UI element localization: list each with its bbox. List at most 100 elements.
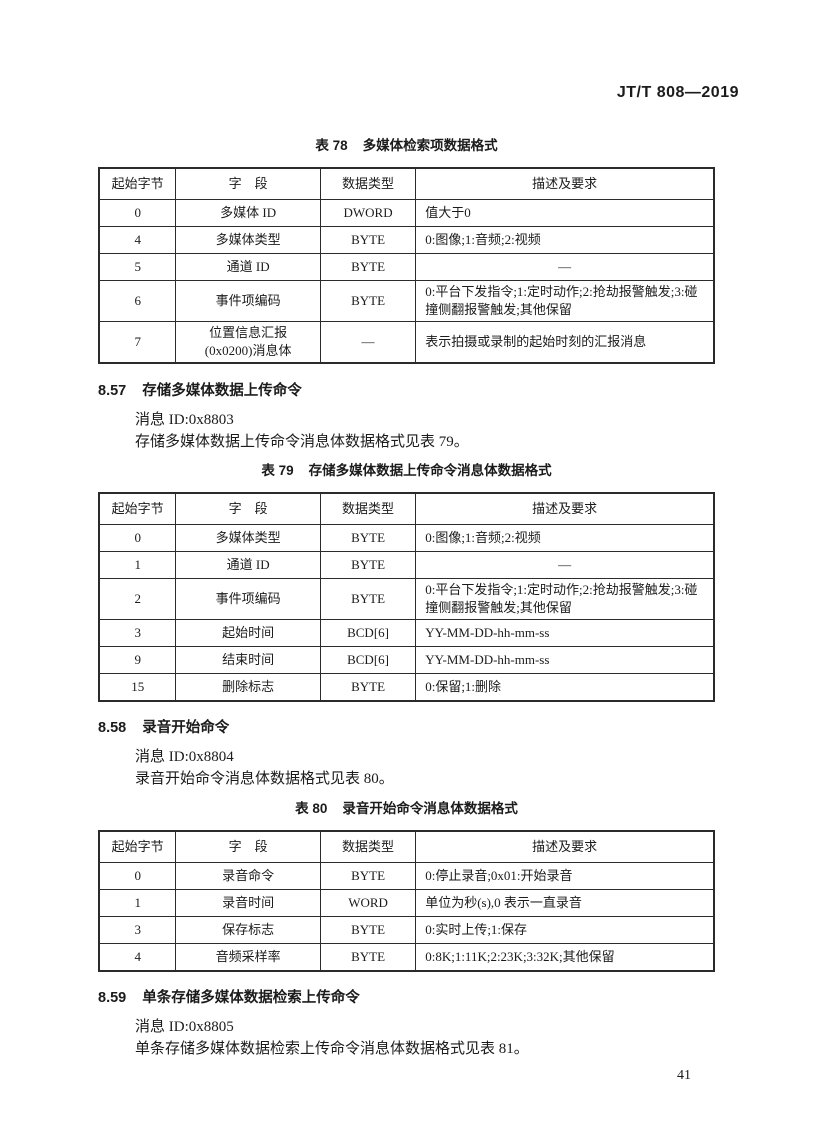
description-cell: 0:平台下发指令;1:定时动作;2:抢劫报警触发;3:碰撞侧翻报警触发;其他保留 — [415, 280, 715, 322]
field-cell: 通道 ID — [175, 253, 321, 281]
data-type-cell: DWORD — [319, 199, 417, 227]
table-header-row: 起始字节字 段数据类型 描述及要求 — [98, 167, 715, 200]
table-80-caption: 表 80 录音开始命令消息体数据格式 — [98, 799, 715, 819]
field-cell: 多媒体类型 — [175, 226, 321, 254]
data-type-cell: BCD[6] — [319, 619, 417, 647]
column-header: 数据类型 — [319, 830, 417, 863]
description-cell: 单位为秒(s),0 表示一直录音 — [415, 889, 715, 917]
column-header: 起始字节 — [98, 492, 177, 525]
section-number: 8.58 — [98, 720, 127, 736]
data-type-cell: BYTE — [319, 916, 417, 944]
section-title: 录音开始命令 — [142, 720, 230, 736]
start-byte-cell: 9 — [98, 646, 177, 674]
data-type-cell: BYTE — [319, 524, 417, 552]
table-80-caption-title: 录音开始命令消息体数据格式 — [342, 801, 518, 816]
section-number: 8.59 — [98, 990, 127, 1006]
table-row: 4 多媒体类型 BYTE 0:图像;1:音频;2:视频 — [98, 226, 715, 254]
table-row: 3 保存标志 BYTE 0:实时上传;1:保存 — [98, 916, 715, 944]
table-row: 0 录音命令 BYTE 0:停止录音;0x01:开始录音 — [98, 862, 715, 890]
description-cell: — — [415, 253, 715, 281]
field-cell: 通道 ID — [175, 551, 321, 579]
description-cell: 0:停止录音;0x01:开始录音 — [415, 862, 715, 890]
data-type-cell: BYTE — [319, 943, 417, 972]
table-78-caption: 表 78 多媒体检索项数据格式 — [98, 136, 715, 156]
section-title: 单条存储多媒体数据检索上传命令 — [142, 990, 360, 1006]
field-cell: 事件项编码 — [175, 280, 321, 322]
table-79-caption-label: 表 79 — [261, 463, 294, 478]
field-cell: 起始时间 — [175, 619, 321, 647]
paragraph-message-id: 消息 ID:0x8805 — [135, 1019, 234, 1035]
data-type-cell: BCD[6] — [319, 646, 417, 674]
description-cell: 0:实时上传;1:保存 — [415, 916, 715, 944]
description-cell: 0:图像;1:音频;2:视频 — [415, 226, 715, 254]
description-cell: 0:平台下发指令;1:定时动作;2:抢劫报警触发;3:碰撞侧翻报警触发;其他保留 — [415, 578, 715, 620]
table-80: 起始字节字 段数据类型 描述及要求 0 录音命令 BYTE 0:停止录音;0x01:开始录… — [98, 830, 715, 972]
start-byte-cell: 3 — [98, 619, 177, 647]
column-header: 数据类型 — [319, 492, 417, 525]
table-row: 1 录音时间 WORD 单位为秒(s),0 表示一直录音 — [98, 889, 715, 917]
data-type-cell: BYTE — [319, 253, 417, 281]
section-heading-8-57: 8.57 存储多媒体数据上传命令 — [98, 381, 715, 401]
field-cell: 删除标志 — [175, 673, 321, 702]
data-type-cell: BYTE — [319, 578, 417, 620]
table-row: 0 多媒体 ID DWORD 值大于0 — [98, 199, 715, 227]
paragraph-table-reference: 录音开始命令消息体数据格式见表 80。 — [135, 771, 394, 787]
table-79-caption: 表 79 存储多媒体数据上传命令消息体数据格式 — [98, 461, 715, 481]
start-byte-cell: 5 — [98, 253, 177, 281]
description-cell: YY-MM-DD-hh-mm-ss — [415, 646, 715, 674]
description-cell: YY-MM-DD-hh-mm-ss — [415, 619, 715, 647]
column-header: 起始字节 — [98, 167, 177, 200]
data-type-cell: — — [319, 321, 417, 364]
data-type-cell: BYTE — [319, 673, 417, 702]
column-header: 字 段 — [175, 167, 321, 200]
paragraph-table-reference: 单条存储多媒体数据检索上传命令消息体数据格式见表 81。 — [135, 1041, 529, 1057]
description-cell: — — [415, 551, 715, 579]
column-header: 描述及要求 — [415, 492, 715, 525]
field-cell: 多媒体类型 — [175, 524, 321, 552]
table-header-row: 起始字节字 段数据类型 描述及要求 — [98, 830, 715, 863]
column-header: 描述及要求 — [415, 830, 715, 863]
description-cell: 0:保留;1:删除 — [415, 673, 715, 702]
table-78-caption-title: 多媒体检索项数据格式 — [362, 138, 498, 153]
column-header: 字 段 — [175, 492, 321, 525]
table-79: 起始字节字 段数据类型 描述及要求 0 多媒体类型 BYTE 0:图像;1:音频;2:视频… — [98, 492, 715, 702]
table-header-row: 起始字节字 段数据类型 描述及要求 — [98, 492, 715, 525]
start-byte-cell: 4 — [98, 226, 177, 254]
column-header: 字 段 — [175, 830, 321, 863]
column-header: 起始字节 — [98, 830, 177, 863]
description-cell: 0:8K;1:11K;2:23K;3:32K;其他保留 — [415, 943, 715, 972]
start-byte-cell: 0 — [98, 862, 177, 890]
table-80-caption-label: 表 80 — [295, 801, 328, 816]
description-cell: 0:图像;1:音频;2:视频 — [415, 524, 715, 552]
start-byte-cell: 4 — [98, 943, 177, 972]
table-row: 3 起始时间 BCD[6] YY-MM-DD-hh-mm-ss — [98, 619, 715, 647]
table-row: 2 事件项编码 BYTE 0:平台下发指令;1:定时动作;2:抢劫报警触发;3:碰撞侧… — [98, 578, 715, 620]
field-cell: 多媒体 ID — [175, 199, 321, 227]
field-cell: 保存标志 — [175, 916, 321, 944]
section-title: 存储多媒体数据上传命令 — [142, 383, 302, 399]
table-row: 15 删除标志 BYTE 0:保留;1:删除 — [98, 673, 715, 702]
field-cell: 录音时间 — [175, 889, 321, 917]
column-header: 描述及要求 — [415, 167, 715, 200]
table-row: 9 结束时间 BCD[6] YY-MM-DD-hh-mm-ss — [98, 646, 715, 674]
table-row: 7 位置信息汇报 (0x0200)消息体 — 表示拍摄或录制的起始时刻的汇报消息 — [98, 321, 715, 364]
start-byte-cell: 0 — [98, 199, 177, 227]
section-number: 8.57 — [98, 383, 127, 399]
section-heading-8-59: 8.59 单条存储多媒体数据检索上传命令 — [98, 988, 715, 1008]
start-byte-cell: 6 — [98, 280, 177, 322]
field-cell: 位置信息汇报 (0x0200)消息体 — [175, 321, 321, 364]
data-type-cell: BYTE — [319, 862, 417, 890]
data-type-cell: BYTE — [319, 280, 417, 322]
data-type-cell: WORD — [319, 889, 417, 917]
data-type-cell: BYTE — [319, 551, 417, 579]
field-cell: 结束时间 — [175, 646, 321, 674]
paragraph-message-id: 消息 ID:0x8804 — [135, 749, 234, 765]
section-heading-8-58: 8.58 录音开始命令 — [98, 718, 715, 738]
table-78: 起始字节字 段数据类型 描述及要求 0 多媒体 ID DWORD 值大于0 4 多媒体类型 BY… — [98, 167, 715, 364]
table-78-caption-label: 表 78 — [315, 138, 348, 153]
table-row: 5 通道 ID BYTE — — [98, 253, 715, 281]
start-byte-cell: 15 — [98, 673, 177, 702]
table-row: 6 事件项编码 BYTE 0:平台下发指令;1:定时动作;2:抢劫报警触发;3:碰撞侧… — [98, 280, 715, 322]
page-number: 41 — [677, 1068, 691, 1083]
